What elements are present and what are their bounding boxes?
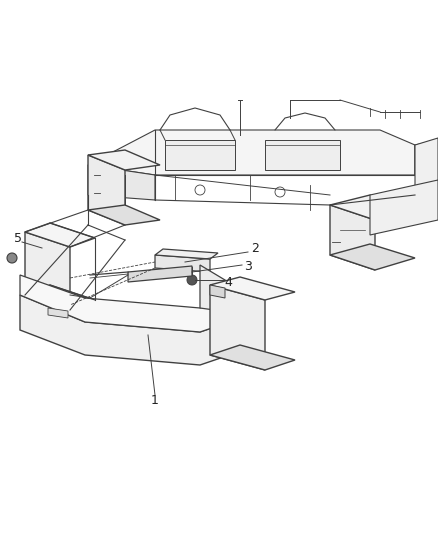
Polygon shape [200,265,250,315]
Polygon shape [88,130,415,175]
Polygon shape [330,195,415,220]
Polygon shape [370,180,438,235]
Polygon shape [25,232,70,310]
Polygon shape [210,285,250,320]
Polygon shape [88,150,160,170]
Polygon shape [415,138,438,200]
Polygon shape [88,205,160,225]
Polygon shape [128,266,192,282]
Polygon shape [25,223,95,247]
Polygon shape [210,285,225,298]
Polygon shape [20,295,250,365]
Polygon shape [265,140,340,170]
Circle shape [187,275,197,285]
Text: 5: 5 [14,231,22,245]
Polygon shape [165,140,235,170]
Text: 1: 1 [151,393,159,407]
Polygon shape [155,249,218,259]
Polygon shape [25,295,45,310]
Text: 4: 4 [224,277,232,289]
Polygon shape [210,285,265,370]
Polygon shape [210,277,295,300]
Polygon shape [330,244,415,270]
Polygon shape [210,345,295,370]
Polygon shape [88,165,155,200]
Circle shape [7,253,17,263]
Polygon shape [20,275,250,332]
Text: 3: 3 [244,261,252,273]
Polygon shape [48,308,68,318]
Text: 2: 2 [251,241,259,254]
Polygon shape [155,255,210,272]
Polygon shape [415,140,438,175]
Polygon shape [330,205,375,270]
Polygon shape [88,155,125,225]
Polygon shape [25,285,95,310]
